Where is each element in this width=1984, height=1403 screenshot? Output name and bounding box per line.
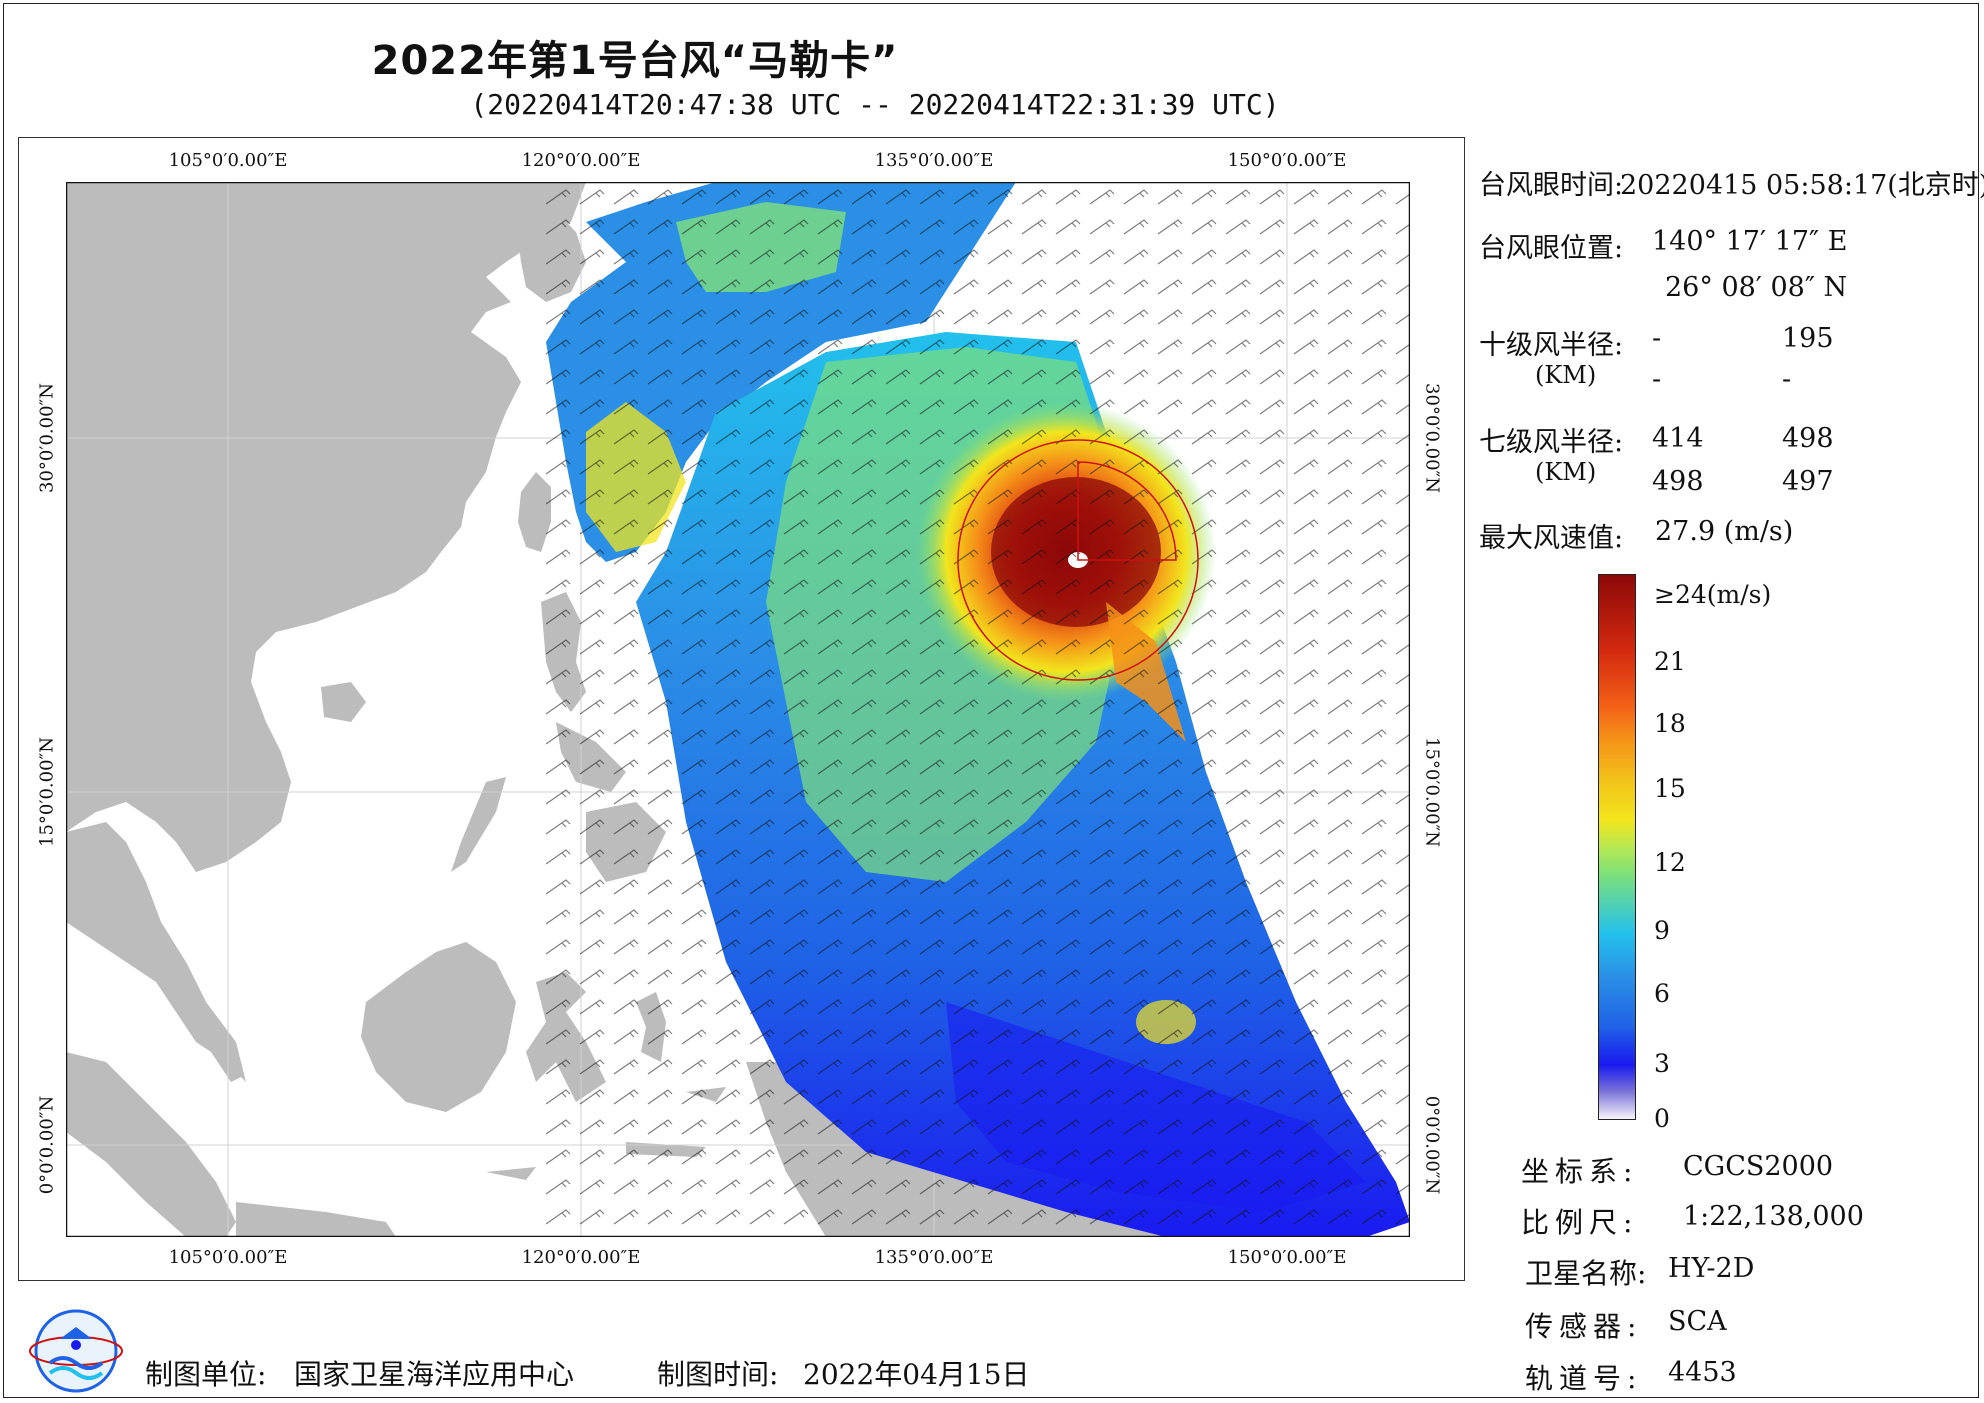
colorbar-label-24: ≥24(m/s) [1654, 580, 1772, 609]
time-range: (20220414T20:47:38 UTC -- 20220414T22:31… [470, 88, 1280, 121]
land-hainan [321, 682, 366, 722]
eye-latitude: 26° 08′ 08″ N [1665, 272, 1848, 303]
colorbar-label-18: 18 [1654, 709, 1686, 738]
lat-label-left-15: 15°0′0.00″N [36, 737, 58, 847]
map-subtitle: (20220414T20:47:38 UTC -- 20220414T22:31… [0, 88, 1750, 121]
crs-value: CGCS2000 [1683, 1151, 1834, 1182]
colorbar-label-12: 12 [1654, 848, 1686, 877]
production-time-label: 制图时间: [657, 1358, 779, 1391]
barb-overlay [546, 182, 1410, 1237]
colorbar [1598, 574, 1636, 1120]
lon-label-bottom-150: 150°0′0.00″E [1227, 1247, 1347, 1268]
wind-radius-10 [1077, 461, 1177, 561]
colorbar-label-3: 3 [1654, 1049, 1670, 1078]
nsoas-logo [29, 1309, 123, 1393]
eye-time-value: 20220415 05:58:17(北京时) [1620, 170, 1984, 201]
colorbar-label-9: 9 [1654, 916, 1670, 945]
r10-value-ne: - [1652, 323, 1662, 354]
lat-label-right-15: 15°0′0.00″N [1421, 737, 1443, 847]
sensor-label: 传感器: [1525, 1310, 1643, 1343]
max-wind-value: 27.9 (m/s) [1655, 516, 1794, 547]
orbit-value: 4453 [1668, 1357, 1737, 1388]
producer-value: 国家卫星海洋应用中心 [294, 1358, 575, 1391]
sensor-value: SCA [1668, 1306, 1727, 1337]
land-malay-peninsula [176, 962, 241, 1082]
land-java [236, 1202, 396, 1237]
r7-value-ne: 414 [1652, 423, 1704, 454]
wind-swath [546, 182, 1410, 1237]
producer-label: 制图单位: [145, 1358, 267, 1391]
production-time-value: 2022年04月15日 [803, 1358, 1030, 1391]
crs-label: 坐标系: [1521, 1155, 1639, 1188]
wind-radius-7 [957, 439, 1199, 681]
colorbar-label-6: 6 [1654, 979, 1670, 1008]
map-title: 2022年第1号台风“马勒卡” [371, 38, 899, 84]
r7-value-se: 498 [1782, 423, 1834, 454]
r10-value-se: 195 [1782, 323, 1834, 354]
r7-value-sw: 498 [1652, 466, 1704, 497]
max-wind-label: 最大风速值: [1479, 523, 1624, 554]
r10-value-nw: - [1782, 364, 1792, 395]
lon-label-bottom-105: 105°0′0.00″E [168, 1247, 288, 1268]
lon-label-bottom-135: 135°0′0.00″E [874, 1247, 994, 1268]
satellite-label: 卫星名称: [1525, 1257, 1647, 1290]
colorbar-label-15: 15 [1654, 774, 1686, 803]
eye-longitude: 140° 17′ 17″ E [1652, 226, 1848, 257]
lat-label-right-0: 0°0′0.00″N [1421, 1095, 1443, 1195]
scale-label: 比例尺: [1521, 1206, 1639, 1239]
lon-label-top-105: 105°0′0.00″E [168, 150, 288, 171]
lon-label-top-150: 150°0′0.00″E [1227, 150, 1347, 171]
r7-unit: (KM) [1535, 458, 1597, 486]
lon-label-bottom-120: 120°0′0.00″E [521, 1247, 641, 1268]
satellite-value: HY-2D [1668, 1253, 1755, 1284]
r7-label: 七级风半径: [1479, 427, 1624, 458]
r10-unit: (KM) [1535, 361, 1597, 389]
eye-position-label: 台风眼位置: [1479, 233, 1624, 264]
r7-value-nw: 497 [1782, 466, 1834, 497]
lon-label-top-120: 120°0′0.00″E [521, 150, 641, 171]
page-frame [3, 3, 1979, 1398]
lon-label-top-135: 135°0′0.00″E [874, 150, 994, 171]
lat-label-left-0: 0°0′0.00″N [36, 1095, 58, 1195]
eye-time-label: 台风眼时间: [1479, 170, 1624, 201]
scale-value: 1:22,138,000 [1683, 1201, 1864, 1232]
colorbar-label-0: 0 [1654, 1104, 1670, 1133]
r10-label: 十级风半径: [1479, 330, 1624, 361]
land-borneo [361, 942, 516, 1112]
colorbar-label-21: 21 [1654, 647, 1686, 676]
r10-value-sw: - [1652, 364, 1662, 395]
land-palawan [451, 777, 506, 872]
lat-label-left-30: 30°0′0.00″N [36, 383, 58, 493]
orbit-label: 轨道号: [1525, 1362, 1643, 1395]
land-taiwan [518, 472, 551, 552]
land-asia-mainland [66, 182, 586, 872]
typhoon-wind-map [66, 182, 1410, 1237]
lat-label-right-30: 30°0′0.00″N [1421, 383, 1443, 493]
